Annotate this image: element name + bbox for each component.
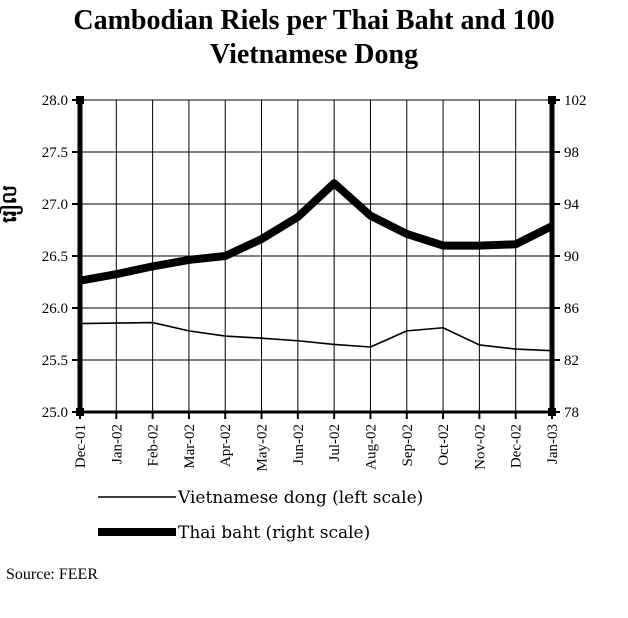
series-line-0: [79, 321, 553, 352]
legend-label-0: Vietnamese dong (left scale): [177, 488, 423, 508]
x-tick-label-0: Dec-01: [73, 424, 89, 468]
x-tick-label-8: Aug-02: [363, 424, 379, 470]
right-tick-label-1: 82: [564, 353, 579, 369]
right-tick-label-6: 102: [564, 93, 587, 109]
left-tick-label-4: 27.0: [42, 197, 68, 213]
tick-labels: 25.0 25.5 26.0 26.5 27.0 27.5 28.0 78 82 86 90 94 98…: [0, 93, 587, 472]
chart-title: Cambodian Riels per Thai Baht and 100 Vi…: [0, 4, 628, 72]
series-lines: [79, 179, 554, 352]
x-tick-label-12: Dec-02: [509, 424, 525, 468]
right-tick-label-3: 90: [564, 249, 579, 265]
left-tick-label-3: 26.5: [42, 249, 68, 265]
source-note: Source: FEER: [6, 566, 98, 583]
left-tick-label-0: 25.0: [42, 405, 68, 421]
right-tick-label-0: 78: [564, 405, 579, 421]
x-tick-label-7: Jul-02: [327, 424, 343, 462]
legend-label-1: Thai baht (right scale): [178, 523, 370, 543]
series-line-1: [79, 179, 554, 285]
x-tick-label-1: Jan-02: [109, 424, 125, 464]
left-tick-label-6: 28.0: [42, 93, 68, 109]
left-tick-label-5: 27.5: [42, 145, 68, 161]
right-tick-label-4: 94: [564, 197, 580, 213]
x-tick-label-3: Mar-02: [182, 424, 198, 469]
left-axis-label: រៀល: [0, 185, 23, 223]
x-tick-label-2: Feb-02: [146, 424, 162, 467]
left-tick-label-2: 26.0: [42, 301, 68, 317]
x-tick-label-13: Jan-03: [545, 424, 561, 464]
legend: Vietnamese dong (left scale) Thai baht (r…: [98, 488, 423, 543]
axes: [72, 96, 560, 419]
grid-lines: [79, 99, 553, 413]
x-tick-label-4: Apr-02: [218, 424, 234, 467]
right-tick-label-5: 98: [564, 145, 579, 161]
x-tick-label-9: Sep-02: [400, 424, 416, 467]
x-tick-label-5: May-02: [255, 424, 271, 472]
chart-title-line-2: Vietnamese Dong: [209, 39, 419, 70]
x-tick-label-6: Jun-02: [291, 424, 307, 465]
x-tick-label-10: Oct-02: [436, 424, 452, 466]
x-tick-label-11: Nov-02: [472, 424, 488, 470]
right-tick-label-2: 86: [564, 301, 580, 317]
chart-title-line-1: Cambodian Riels per Thai Baht and 100: [73, 5, 555, 36]
left-tick-label-1: 25.5: [42, 353, 68, 369]
